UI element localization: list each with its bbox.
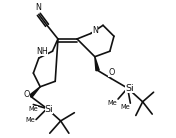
Text: Me: Me (26, 117, 35, 123)
Text: Me: Me (120, 104, 130, 110)
Text: NH: NH (37, 47, 48, 56)
Text: N: N (92, 26, 98, 35)
Text: N: N (35, 3, 41, 12)
Polygon shape (95, 57, 99, 71)
Text: Me: Me (29, 106, 38, 112)
Text: Me: Me (108, 100, 117, 106)
Text: O: O (108, 67, 114, 76)
Text: Si: Si (45, 105, 53, 114)
Text: O: O (24, 90, 30, 99)
Text: Si: Si (125, 84, 134, 93)
Polygon shape (29, 87, 40, 97)
